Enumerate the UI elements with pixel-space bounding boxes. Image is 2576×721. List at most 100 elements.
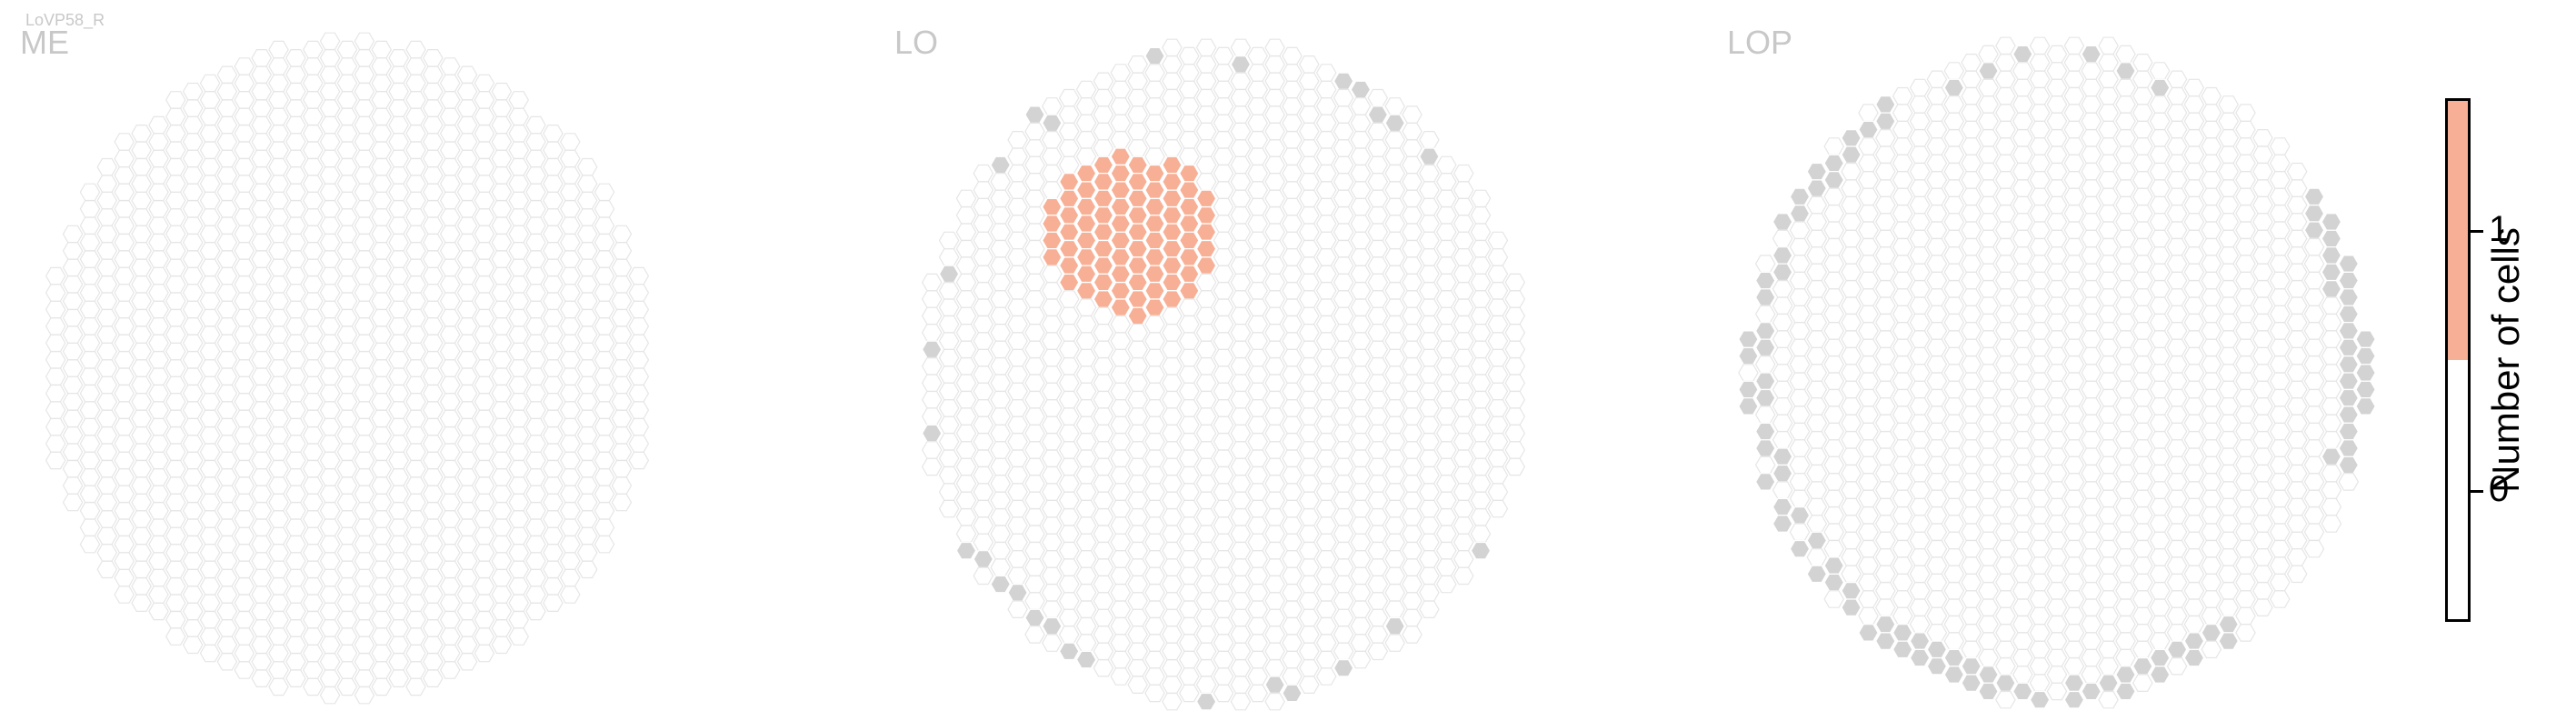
hex-column [2063,372,2085,390]
hex-column [2098,322,2119,340]
hex-column [388,216,409,235]
hex-column [2183,313,2205,332]
hex-column [2218,497,2239,516]
hex-column [1995,406,2016,424]
hex-column [2286,497,2308,516]
hex-column [1926,86,1948,105]
hex-column [2012,112,2033,131]
hex-column [1315,382,1337,401]
hex-column [2046,565,2068,584]
hex-column [2166,221,2188,239]
colorbar-tick-label-0: 0 [2489,469,2510,509]
hex-column [319,82,341,101]
hex-column [2252,447,2273,466]
hex-column [251,669,272,688]
hex-column [1961,187,1982,206]
hex-column [371,125,392,143]
hex-column-count-1 [1058,206,1080,225]
hex-column [2183,246,2205,265]
hex-column [1875,447,1896,466]
hex-column [1806,246,1828,265]
hex-column [388,568,409,587]
hex-column [1179,416,1200,435]
hex-column [2132,506,2153,525]
hex-column [354,233,375,252]
hex-column [1247,282,1268,300]
hex-column [1875,129,1896,147]
hex-column [2081,497,2102,516]
hex-column [2201,406,2222,424]
hex-column [1333,608,1354,627]
hex-column [1264,642,1285,661]
hex-column [1093,374,1114,392]
hex-column [1195,155,1217,175]
hex-column [508,576,529,596]
hex-column [251,351,272,369]
hex-column [336,225,358,244]
hex-column [1299,507,1320,526]
hex-column [114,552,135,570]
hex-column [1402,626,1423,644]
hex-column [543,409,564,428]
hex-column [1230,626,1252,644]
hex-column-grey [2303,187,2325,206]
hex-column [285,535,306,554]
hex-column [2132,439,2153,457]
hex-column [1264,407,1285,426]
hex-column [2063,104,2085,122]
hex-column [182,266,204,285]
hex-column [955,290,977,308]
hex-column [1470,507,1492,526]
hex-column [2235,372,2256,390]
hex-column [1144,650,1165,669]
hex-column [423,636,444,655]
hex-column [1875,179,1896,197]
hex-column [165,393,186,411]
hex-column [1162,658,1183,677]
hex-column [439,242,461,260]
hex-column [1841,280,1862,298]
hex-column [336,476,358,495]
hex-column-grey [2338,271,2360,290]
hex-column [525,518,546,537]
hex-column [199,191,221,210]
hex-column [1453,499,1474,518]
hex-column [508,376,529,395]
hex-column [973,466,994,485]
hex-column [2235,171,2256,189]
hex-column [1299,390,1320,409]
hex-column [405,661,426,679]
hex-column [1350,215,1372,233]
hex-column [990,189,1011,208]
hex-column [285,99,306,117]
hex-column [148,317,169,335]
hex-column [1247,466,1268,485]
hex-column [1841,447,1862,466]
hex-column [285,216,306,235]
hex-column [1162,306,1183,325]
hex-column [456,619,478,637]
hex-column [285,149,306,168]
hex-column [182,636,204,655]
hex-column [165,91,186,109]
hex-column [576,258,598,277]
hex-column [2098,539,2119,558]
hex-column [182,149,204,168]
hex-column [405,644,426,663]
hex-column [1058,608,1080,627]
hex-column [1926,372,1948,390]
hex-column [2063,171,2085,189]
hex-column [2046,464,2068,483]
hex-column [131,275,152,294]
hex-column [474,610,495,629]
hex-column [1075,147,1097,165]
hex-column [1350,550,1372,568]
hex-column [1350,231,1372,250]
hex-column [405,275,426,294]
hex-column [1282,634,1303,652]
hex-column [1470,525,1492,544]
hex-column [1978,246,1999,265]
hex-column [456,518,478,537]
hex-column [114,351,135,369]
hex-column [1247,265,1268,284]
